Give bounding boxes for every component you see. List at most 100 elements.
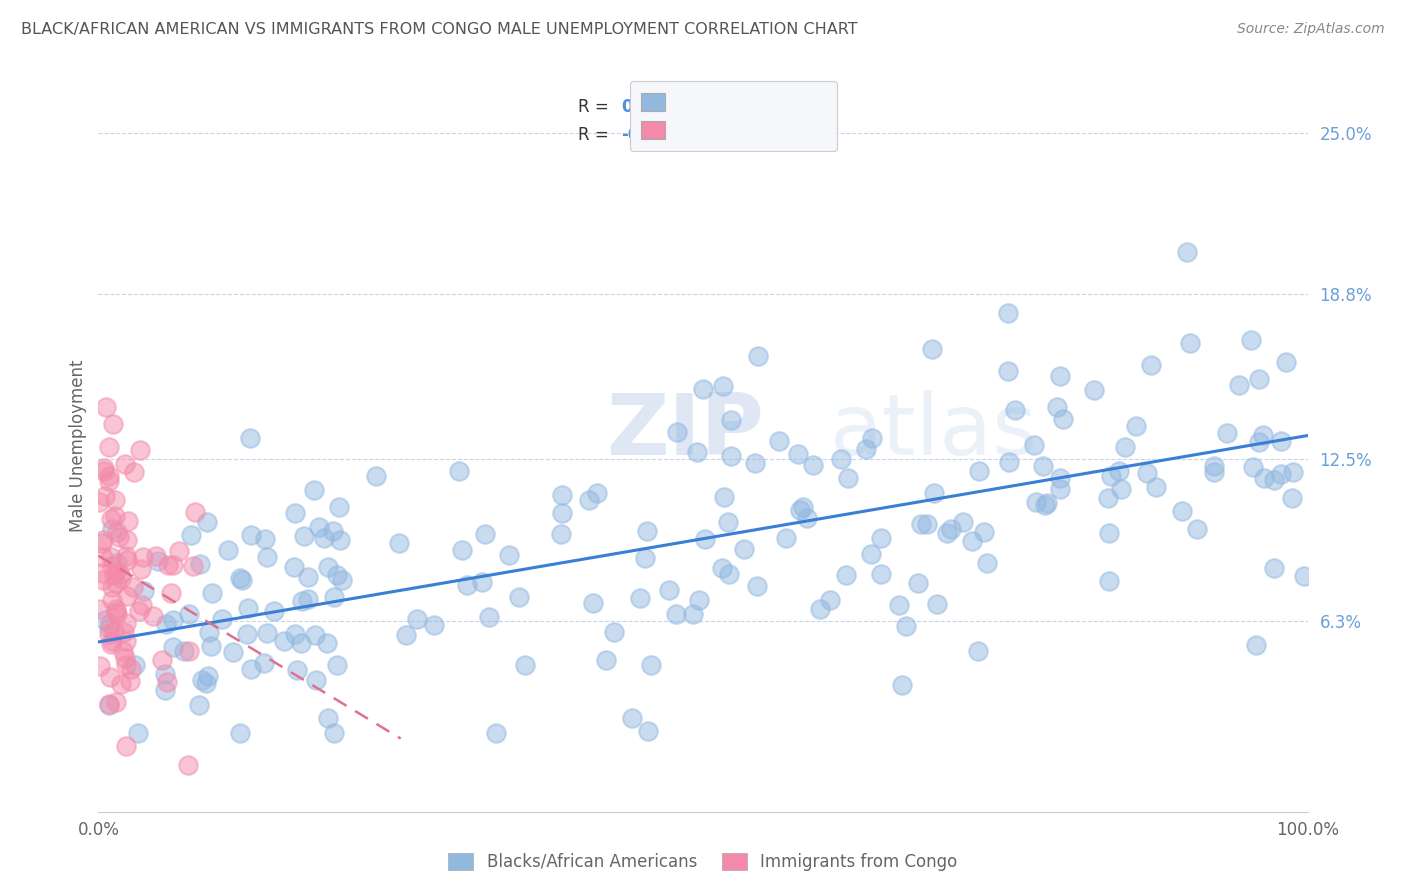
Point xyxy=(1098,574,1121,588)
Point xyxy=(115,615,138,630)
Point xyxy=(110,676,132,690)
Point xyxy=(859,547,882,561)
Point xyxy=(837,471,859,485)
Point xyxy=(236,627,259,641)
Point xyxy=(595,653,617,667)
Point xyxy=(1244,638,1267,652)
Point xyxy=(284,506,307,520)
Point xyxy=(153,683,176,698)
Point xyxy=(1177,245,1199,260)
Point xyxy=(101,592,124,607)
Point xyxy=(1270,434,1292,449)
Point xyxy=(1202,465,1225,479)
Text: 0.846: 0.846 xyxy=(621,98,673,116)
Point xyxy=(692,382,714,396)
Point xyxy=(768,434,790,449)
Point xyxy=(222,644,245,658)
Legend: Blacks/African Americans, Immigrants from Congo: Blacks/African Americans, Immigrants fro… xyxy=(440,845,966,880)
Point xyxy=(515,657,537,672)
Point xyxy=(1032,458,1054,473)
Text: ZIP: ZIP xyxy=(606,390,763,473)
Point xyxy=(315,636,337,650)
Point xyxy=(582,596,605,610)
Point xyxy=(787,447,810,461)
Point xyxy=(304,628,326,642)
Point xyxy=(155,616,177,631)
Point xyxy=(657,583,679,598)
Point xyxy=(323,591,346,605)
Point xyxy=(263,604,285,618)
Point xyxy=(792,500,814,514)
Point xyxy=(720,450,742,464)
Point xyxy=(290,636,312,650)
Text: 199: 199 xyxy=(745,98,780,116)
Text: Source: ZipAtlas.com: Source: ZipAtlas.com xyxy=(1237,22,1385,37)
Point xyxy=(713,490,735,504)
Point xyxy=(621,711,644,725)
Point xyxy=(93,461,115,475)
Point xyxy=(94,613,117,627)
Point xyxy=(97,627,120,641)
Point xyxy=(105,607,128,622)
Point xyxy=(90,566,112,580)
Point xyxy=(366,469,388,483)
Point xyxy=(870,567,893,582)
Point xyxy=(665,607,688,622)
Point xyxy=(870,531,893,545)
Point xyxy=(114,651,136,665)
Point xyxy=(105,602,128,616)
Point xyxy=(921,343,943,357)
Point xyxy=(131,598,153,612)
Point xyxy=(997,455,1019,469)
Point xyxy=(1292,569,1315,583)
Point xyxy=(97,697,120,711)
Point xyxy=(98,621,121,635)
Point xyxy=(1281,491,1303,505)
Point xyxy=(104,564,127,578)
Point xyxy=(925,597,948,611)
Point xyxy=(157,558,180,572)
Point xyxy=(229,726,252,740)
Point xyxy=(291,594,314,608)
Point xyxy=(894,619,917,633)
Point xyxy=(159,586,181,600)
Point xyxy=(1275,355,1298,369)
Point xyxy=(789,503,811,517)
Point xyxy=(1033,499,1056,513)
Point xyxy=(330,574,353,588)
Point xyxy=(228,571,250,585)
Point xyxy=(197,669,219,683)
Point xyxy=(1052,412,1074,426)
Point xyxy=(105,576,128,591)
Point xyxy=(860,431,883,445)
Point xyxy=(1263,561,1285,575)
Point xyxy=(406,612,429,626)
Point xyxy=(117,514,139,528)
Point xyxy=(195,515,218,529)
Point xyxy=(1227,378,1250,392)
Point xyxy=(457,578,479,592)
Point xyxy=(94,400,117,414)
Point xyxy=(100,637,122,651)
Point xyxy=(474,526,496,541)
Point xyxy=(101,634,124,648)
Point xyxy=(640,658,662,673)
Point xyxy=(498,548,520,562)
Point xyxy=(939,522,962,536)
Point xyxy=(101,580,124,594)
Point xyxy=(637,724,659,739)
Point xyxy=(322,524,344,539)
Point xyxy=(162,640,184,655)
Point xyxy=(156,674,179,689)
Point xyxy=(1114,440,1136,454)
Legend:                             ,                             : , xyxy=(630,81,837,151)
Point xyxy=(131,562,153,576)
Point xyxy=(105,556,128,570)
Point xyxy=(101,522,124,536)
Point xyxy=(256,549,278,564)
Point xyxy=(155,667,177,681)
Point xyxy=(717,515,740,529)
Point xyxy=(924,486,946,500)
Point xyxy=(283,559,305,574)
Point xyxy=(273,634,295,648)
